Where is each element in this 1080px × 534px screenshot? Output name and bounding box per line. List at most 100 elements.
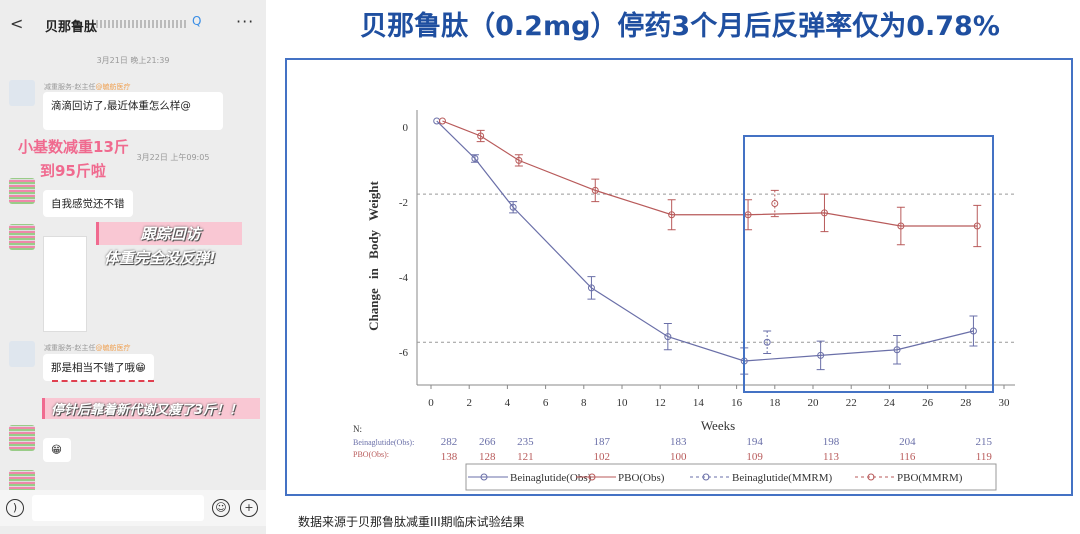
timestamp: 3月21日 晚上21:39 — [96, 56, 170, 65]
data-point — [591, 186, 599, 194]
timestamp: 3月22日 上午09:05 — [136, 153, 210, 162]
n-value: 198 — [823, 436, 840, 448]
series-line — [436, 120, 974, 362]
n-value: 183 — [670, 436, 687, 448]
avatar — [9, 80, 35, 106]
x-axis-label: Weeks — [701, 418, 735, 433]
n-value: 138 — [441, 451, 458, 463]
data-point — [893, 346, 901, 354]
n-value: 187 — [594, 436, 611, 448]
data-point — [664, 333, 672, 341]
n-value: 116 — [899, 451, 916, 463]
slide-title: 贝那鲁肽（0.2mg）停药3个月后反弹率仅为0.78% — [360, 11, 1000, 42]
voice-icon[interactable]: ) — [6, 499, 24, 517]
legend-marker — [702, 473, 710, 481]
x-tick-label: 26 — [922, 397, 934, 409]
data-point — [515, 156, 523, 164]
legend-label: Beinaglutide(MMRM) — [732, 472, 833, 484]
x-tick-label: 28 — [960, 397, 972, 409]
data-point — [438, 117, 446, 125]
data-point — [587, 284, 595, 292]
x-tick-label: 10 — [617, 397, 629, 409]
x-tick-label: 22 — [846, 397, 857, 409]
avatar — [9, 178, 35, 204]
x-tick-label: 14 — [693, 397, 705, 409]
x-tick-label: 0 — [428, 397, 434, 409]
avatar — [9, 425, 35, 451]
x-tick-label: 18 — [769, 397, 781, 409]
n-row-label: PBO(Obs): — [353, 450, 389, 459]
data-point — [817, 351, 825, 359]
n-value: 102 — [594, 451, 611, 463]
x-tick-label: 16 — [731, 397, 743, 409]
add-icon[interactable]: + — [240, 499, 258, 517]
chat-title: 贝那鲁肽 — [45, 20, 98, 35]
n-value: 235 — [517, 436, 534, 448]
underline-decoration — [52, 380, 154, 382]
legend-label: PBO(MMRM) — [897, 472, 963, 484]
blurred-group-name — [96, 20, 186, 28]
x-tick-label: 12 — [655, 397, 666, 409]
overlay-banner: 体重完全没反弹! — [104, 249, 216, 267]
emoji-icon[interactable]: ☺ — [212, 499, 230, 517]
overlay-banner: 跟踪回访 — [96, 222, 242, 245]
legend-marker — [480, 473, 488, 481]
x-tick-label: 4 — [505, 397, 511, 409]
back-icon[interactable]: < — [10, 14, 24, 33]
highlight-box — [743, 135, 994, 393]
n-value: 119 — [976, 451, 993, 463]
legend — [465, 463, 997, 491]
chart-frame — [285, 58, 1073, 496]
x-tick-label: 24 — [884, 397, 896, 409]
n-value: 282 — [441, 436, 458, 448]
sender-name: 减重服务-赵主任@毓舫医疗 — [44, 344, 131, 352]
legend-marker — [588, 473, 596, 481]
data-point — [509, 203, 517, 211]
overlay-caption: 到95斤啦 — [40, 162, 106, 180]
more-icon[interactable]: ··· — [236, 12, 255, 31]
sender-name: 减重服务-赵主任@毓舫医疗 — [44, 83, 131, 91]
message-input[interactable] — [32, 495, 204, 521]
data-point — [668, 211, 676, 219]
n-value: 113 — [823, 451, 840, 463]
chat-search-icon[interactable]: Q — [192, 14, 202, 28]
x-tick-label: 2 — [466, 397, 472, 409]
data-point — [820, 209, 828, 217]
data-point — [471, 155, 479, 162]
y-tick-label: -4 — [399, 272, 409, 284]
y-tick-label: 0 — [403, 122, 409, 134]
y-tick-label: -6 — [399, 347, 409, 359]
x-tick-label: 6 — [543, 397, 549, 409]
y-tick-label: -2 — [399, 197, 408, 209]
n-value: 194 — [746, 436, 763, 448]
data-point — [477, 132, 485, 140]
n-value: 121 — [517, 451, 534, 463]
avatar — [9, 341, 35, 367]
data-point — [969, 327, 977, 335]
data-point — [771, 200, 779, 207]
data-point — [763, 338, 771, 346]
n-value: 109 — [746, 451, 763, 463]
message-bubble: 那是相当不错了哦😁 — [43, 354, 154, 381]
n-value: 204 — [899, 436, 916, 448]
message-bubble: 自我感觉还不错 — [43, 190, 133, 217]
n-row-label: Beinaglutide(Obs): — [353, 438, 414, 447]
n-value: 128 — [479, 451, 496, 463]
n-label: N: — [353, 424, 362, 434]
avatar — [9, 224, 35, 250]
legend-label: Beinaglutide(Obs) — [510, 472, 592, 484]
overlay-banner: 停针后靠着新代谢又瘦了3斤！！ — [42, 398, 260, 419]
n-value: 100 — [670, 451, 687, 463]
screenshot-image[interactable] — [43, 236, 87, 332]
overlay-caption: 小基数减重13斤 — [18, 138, 129, 156]
x-tick-label: 30 — [999, 397, 1011, 409]
n-value: 266 — [479, 436, 496, 448]
data-point — [897, 222, 905, 230]
legend-marker — [867, 473, 875, 481]
data-point — [744, 211, 752, 219]
footnote: 数据来源于贝那鲁肽减重III期临床试验结果 — [298, 515, 525, 529]
y-axis-label: Change in Body Weight — [366, 181, 381, 331]
chat-screenshot: < 贝那鲁肽 Q ··· 3月21日 晚上21:39 减重服务-赵主任@毓舫医疗… — [0, 0, 266, 534]
input-bar: ) ☺ + — [0, 490, 266, 526]
